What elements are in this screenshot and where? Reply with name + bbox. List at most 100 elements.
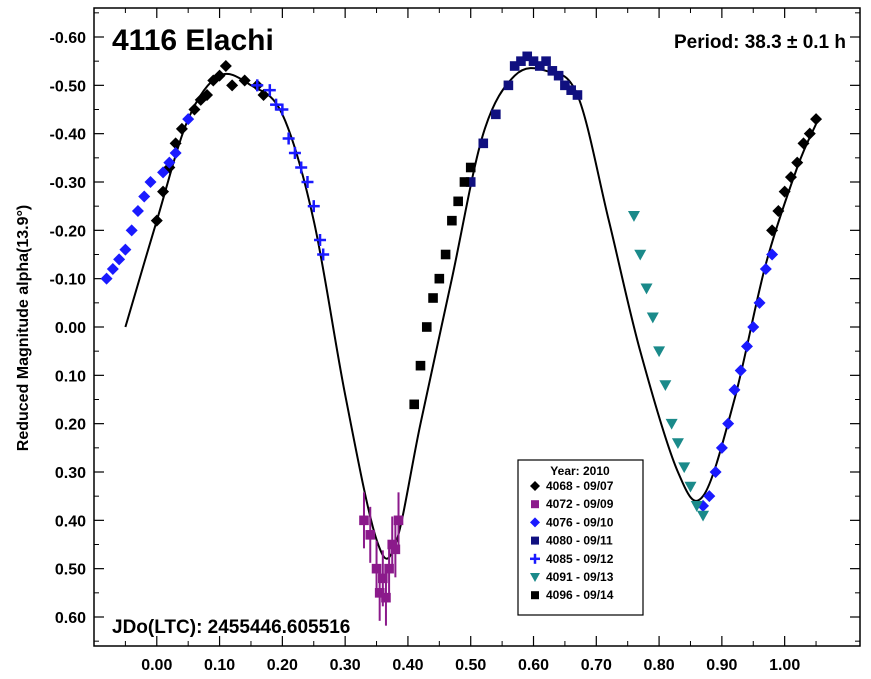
data-point (766, 248, 779, 261)
data-point (409, 399, 420, 410)
legend-label: 4076 - 09/10 (546, 515, 614, 529)
legend-title: Year: 2010 (550, 464, 610, 478)
data-points-layer (100, 51, 823, 626)
data-point (778, 185, 791, 198)
data-point (378, 573, 388, 584)
data-point (226, 79, 239, 92)
data-point (503, 80, 514, 91)
legend-item: 4080 - 09/11 (531, 534, 613, 548)
data-point (653, 346, 666, 358)
data-point (119, 243, 132, 256)
data-point (803, 127, 816, 140)
data-point (722, 417, 735, 430)
y-tick-label: 0.60 (55, 610, 86, 627)
x-tick-label: 0.00 (141, 657, 172, 674)
data-point (440, 249, 451, 260)
legend: Year: 2010 4068 - 09/07 4072 - 09/09 4076 … (517, 459, 644, 616)
data-point (772, 205, 785, 217)
data-point (766, 224, 779, 237)
legend-label: 4096 - 09/14 (546, 588, 614, 602)
data-point (175, 122, 188, 135)
data-point (188, 103, 201, 116)
data-point (157, 166, 170, 179)
series-6 (627, 211, 710, 522)
data-point (390, 544, 401, 555)
data-point (276, 103, 289, 116)
data-point (144, 176, 157, 188)
data-point (684, 481, 697, 493)
x-tick-label: 0.40 (392, 657, 423, 674)
y-tick-label: -0.40 (50, 127, 87, 144)
data-point (201, 89, 214, 101)
data-point (541, 56, 551, 66)
data-point (810, 113, 823, 126)
legend-marker (531, 591, 539, 600)
y-tick-label: 0.00 (55, 320, 86, 337)
data-point (697, 510, 710, 522)
data-point (509, 61, 520, 71)
data-point (740, 340, 753, 353)
data-point (365, 530, 376, 540)
data-point (572, 90, 583, 100)
data-point (288, 147, 301, 159)
data-point (317, 248, 330, 261)
data-point (371, 563, 382, 574)
data-point (314, 234, 327, 246)
legend-marker (531, 500, 539, 509)
data-point (516, 56, 526, 66)
data-point (553, 70, 564, 81)
x-tick-label: 0.90 (706, 657, 737, 674)
data-point (715, 441, 728, 454)
legend-label: 4072 - 09/09 (546, 497, 614, 511)
data-point (106, 263, 119, 275)
data-point (384, 563, 394, 574)
plot-frame (93, 7, 861, 647)
x-tick-label: 0.30 (330, 657, 361, 674)
legend-marker (531, 536, 539, 545)
data-point (169, 137, 182, 150)
data-point (213, 69, 226, 82)
data-point (753, 296, 766, 309)
data-point (528, 56, 539, 66)
data-point (634, 249, 647, 261)
y-tick-label: -0.50 (50, 78, 87, 95)
series-4 (465, 51, 583, 187)
data-point (627, 211, 640, 222)
legend-marker (530, 517, 540, 528)
data-point (747, 321, 760, 333)
data-point (759, 263, 772, 275)
x-tick-label: 0.80 (644, 657, 675, 674)
legend-label: 4085 - 09/12 (546, 552, 614, 566)
legend-item: 4076 - 09/10 (530, 515, 614, 529)
data-point (534, 61, 545, 71)
series-5 (251, 79, 330, 261)
data-point (282, 132, 295, 145)
data-point (547, 66, 558, 76)
y-tick-label: -0.60 (50, 30, 87, 47)
y-tick-label: 0.40 (55, 513, 86, 530)
y-tick-label: -0.30 (50, 175, 87, 192)
legend-item: 4091 - 09/13 (530, 570, 614, 584)
data-point (709, 466, 722, 478)
data-point (381, 592, 391, 603)
data-point (703, 490, 716, 503)
data-point (640, 283, 653, 295)
data-point (131, 205, 144, 217)
data-point (434, 273, 445, 284)
y-tick-label: -0.10 (50, 272, 87, 289)
data-point (447, 215, 457, 226)
legend-item: 4072 - 09/09 (531, 497, 614, 511)
data-point (522, 51, 533, 62)
data-point (163, 156, 176, 169)
y-tick-label: 0.10 (55, 368, 86, 385)
data-point (359, 515, 369, 526)
legend-label: 4091 - 09/13 (546, 570, 614, 584)
data-point (270, 98, 283, 111)
data-point (665, 418, 678, 430)
data-point (415, 360, 426, 371)
epoch-label: JDo(LTC): 2455446.605516 (112, 617, 350, 638)
legend-label: 4068 - 09/07 (546, 479, 614, 493)
data-point (125, 224, 138, 237)
data-point (263, 84, 276, 97)
